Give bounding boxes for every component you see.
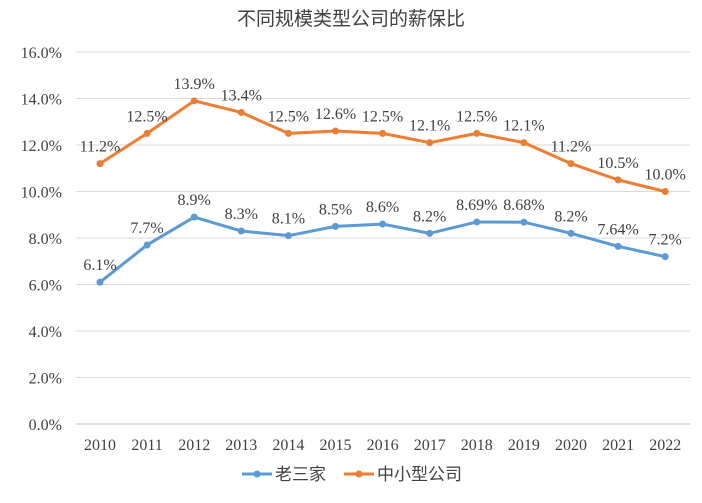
data-label: 13.9% — [174, 76, 215, 93]
data-label: 12.5% — [456, 108, 497, 125]
data-point — [332, 127, 339, 135]
data-label: 7.2% — [649, 232, 682, 249]
x-tick-label: 2012 — [178, 437, 210, 454]
y-tick-label: 10.0% — [21, 185, 62, 202]
legend: 老三家 中小型公司 — [242, 465, 462, 484]
legend-marker-icon — [253, 470, 261, 478]
data-point — [96, 278, 104, 286]
x-tick-label: 2017 — [414, 437, 446, 454]
data-label: 10.5% — [597, 155, 638, 172]
data-label: 8.1% — [272, 211, 305, 228]
y-tick-label: 8.0% — [29, 231, 62, 248]
data-point — [567, 229, 575, 237]
data-label: 12.5% — [362, 108, 403, 125]
x-tick-label: 2016 — [367, 437, 399, 454]
x-tick-label: 2013 — [225, 437, 257, 454]
data-point — [567, 160, 575, 168]
data-point — [520, 139, 528, 147]
data-label: 11.2% — [551, 139, 592, 156]
x-tick-label: 2020 — [555, 437, 587, 454]
legend-label: 中小型公司 — [377, 465, 462, 484]
y-tick-label: 0.0% — [29, 417, 62, 434]
data-point — [143, 129, 151, 137]
data-point — [473, 129, 481, 137]
data-label: 11.2% — [80, 139, 121, 156]
data-point — [661, 253, 669, 261]
data-point — [473, 218, 481, 226]
y-tick-label: 2.0% — [29, 371, 62, 388]
data-label: 8.2% — [554, 208, 587, 225]
x-tick-label: 2014 — [272, 437, 304, 454]
x-tick-label: 2021 — [602, 437, 634, 454]
data-point — [379, 220, 387, 228]
data-point — [96, 160, 104, 168]
data-point — [379, 129, 387, 137]
series-1: 6.1% 7.7% 8.9% 8.3% 8.1% 8.5% 8.6% 8.2% 8.69% 8.6… — [83, 192, 682, 286]
legend-marker-icon — [355, 470, 363, 478]
y-tick-label: 12.0% — [21, 138, 62, 155]
x-tick-label: 2022 — [649, 437, 681, 454]
x-tick-label: 2015 — [320, 437, 352, 454]
y-tick-label: 16.0% — [21, 45, 62, 62]
data-label: 12.1% — [409, 118, 450, 135]
chart-title: 不同规模类型公司的薪保比 — [237, 8, 465, 30]
x-tick-label: 2010 — [84, 437, 116, 454]
data-label: 8.69% — [456, 197, 497, 214]
data-label: 12.6% — [315, 106, 356, 123]
data-point — [614, 176, 622, 184]
x-tick-label: 2011 — [131, 437, 162, 454]
data-point — [237, 108, 245, 116]
data-point — [237, 227, 245, 235]
x-tick-label: 2018 — [461, 437, 493, 454]
data-point — [143, 241, 151, 249]
data-label: 8.5% — [319, 201, 352, 218]
y-tick-label: 4.0% — [29, 324, 62, 341]
data-point — [520, 218, 528, 226]
series-2: 11.2% 12.5% 13.9% 13.4% 12.5% 12.6% 12.5% 12.1%… — [80, 76, 686, 195]
data-label: 8.2% — [413, 208, 446, 225]
data-label: 6.1% — [83, 257, 116, 274]
data-label: 7.7% — [130, 220, 163, 237]
data-label: 12.1% — [503, 118, 544, 135]
data-point — [332, 222, 339, 230]
x-tick-label: 2019 — [508, 437, 540, 454]
data-point — [190, 213, 198, 221]
data-label: 12.5% — [268, 108, 309, 125]
data-point — [614, 242, 622, 250]
data-label: 13.4% — [221, 87, 262, 104]
data-point — [661, 188, 669, 195]
y-tick-label: 14.0% — [21, 92, 62, 109]
data-point — [284, 232, 292, 240]
data-label: 7.64% — [597, 221, 638, 238]
data-label: 8.9% — [178, 192, 211, 209]
legend-label: 老三家 — [275, 465, 326, 484]
data-point — [190, 97, 198, 105]
data-point — [284, 129, 292, 137]
y-tick-label: 6.0% — [29, 278, 62, 295]
data-label: 8.68% — [503, 197, 544, 214]
data-label: 10.0% — [645, 167, 686, 184]
data-point — [426, 229, 434, 237]
data-label: 8.6% — [366, 199, 399, 216]
data-point — [426, 139, 434, 147]
data-label: 12.5% — [126, 108, 167, 125]
data-label: 8.3% — [225, 206, 258, 223]
